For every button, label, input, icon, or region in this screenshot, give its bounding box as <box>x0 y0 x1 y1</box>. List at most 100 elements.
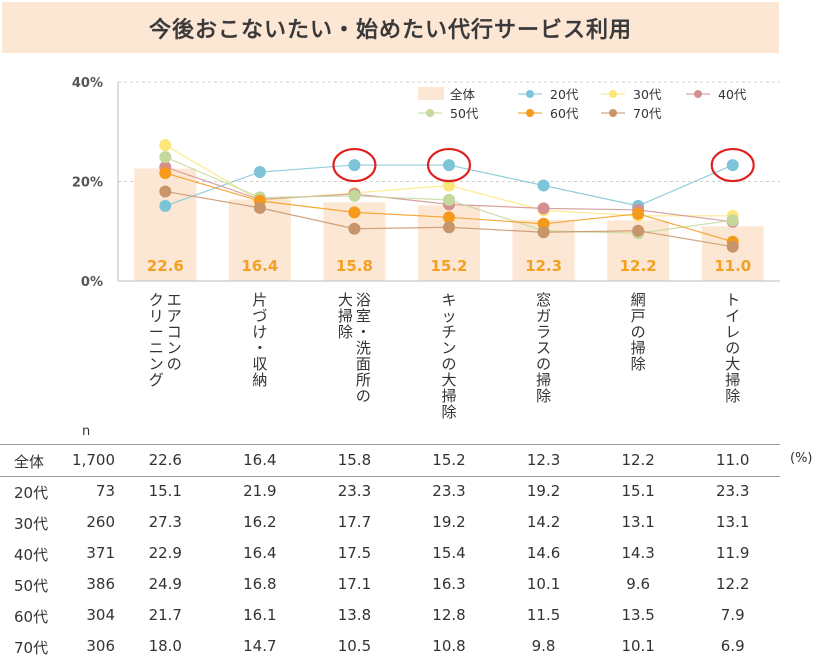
table-row: 全体 1,700 22.6 16.4 15.8 15.2 12.3 12.2 11.0 (%) <box>0 445 840 476</box>
table-divider <box>0 476 780 477</box>
table-cell: 14.6 <box>526 544 561 562</box>
table-cell: 18.0 <box>148 637 182 655</box>
n-header: n <box>82 424 91 439</box>
table-cell: 27.3 <box>148 513 182 531</box>
category-label-char: 除 <box>441 403 456 421</box>
category-label-char: 洗 <box>356 339 371 357</box>
category-label-char: エ <box>167 291 182 309</box>
category-label-char: ン <box>149 355 164 373</box>
category-label-char: ト <box>725 291 740 309</box>
category-label-char: グ <box>149 371 164 389</box>
legend-label: 70代 <box>633 106 662 121</box>
bar-value-label: 12.3 <box>525 257 562 275</box>
table-cell: 11.9 <box>716 544 750 562</box>
legend-label: 50代 <box>450 106 479 121</box>
category-label-char: 戸 <box>631 307 646 325</box>
data-point <box>348 222 361 235</box>
table-cell: 17.5 <box>337 544 372 562</box>
table-cell: 16.1 <box>243 606 277 624</box>
category-label-char: ・ <box>356 323 371 341</box>
table-cell: 10.8 <box>432 637 466 655</box>
table-cell: 10.1 <box>621 637 655 655</box>
row-n: 386 <box>86 575 115 593</box>
data-point <box>348 189 361 202</box>
row-label: 70代 <box>14 639 49 657</box>
table-cell: 15.8 <box>337 451 372 469</box>
table-cell: 23.3 <box>432 482 466 500</box>
table-cell: 15.1 <box>621 482 655 500</box>
table-cell: 6.9 <box>720 637 745 655</box>
series-points <box>159 139 739 253</box>
table-cell: 21.9 <box>243 482 277 500</box>
table-cell: 7.9 <box>720 606 745 624</box>
table-row: 20代 73 15.1 21.9 23.3 23.3 19.2 15.1 23.3 <box>0 476 840 507</box>
category-label-char: の <box>441 355 456 373</box>
table-cell: 19.2 <box>526 482 561 500</box>
category-label-char: 除 <box>631 355 646 373</box>
legend-swatch-dot <box>609 109 617 117</box>
data-point <box>632 224 645 237</box>
data-point <box>632 207 645 220</box>
row-n: 73 <box>95 482 115 500</box>
bar-value-label: 15.8 <box>336 257 373 275</box>
legend-label: 60代 <box>550 106 579 121</box>
legend-swatch-dot <box>609 90 617 98</box>
legend-label: 30代 <box>633 87 662 102</box>
legend-swatch-dot <box>694 90 702 98</box>
legend: 全体 20代 30代 40代 50代 60代 70代 <box>418 87 747 121</box>
table-cell: 16.4 <box>243 544 277 562</box>
highlight-circle <box>710 147 755 183</box>
data-point <box>537 217 550 230</box>
legend-swatch-dot <box>526 90 534 98</box>
legend-label: 全体 <box>450 87 476 102</box>
category-label-char: ク <box>149 291 164 309</box>
category-label-char: チ <box>441 323 456 341</box>
highlight-circle <box>426 147 472 183</box>
table-cell: 12.3 <box>526 451 561 469</box>
table-cell: 13.1 <box>716 513 750 531</box>
category-label-char: 大 <box>725 355 740 373</box>
category-label-char: ー <box>149 323 164 341</box>
table-divider <box>0 444 780 445</box>
category-label-char: の <box>631 323 646 341</box>
table-cell: 14.7 <box>243 637 277 655</box>
category-label-char: レ <box>725 323 740 341</box>
table-cell: 10.5 <box>337 637 372 655</box>
data-point <box>348 206 361 219</box>
legend-swatch-dot <box>526 109 534 117</box>
category-label-char: キ <box>441 291 456 309</box>
category-label-char: 面 <box>356 355 371 373</box>
data-point <box>537 226 550 239</box>
table-cell: 16.3 <box>432 575 466 593</box>
row-n: 371 <box>86 544 115 562</box>
data-point <box>253 166 266 179</box>
category-label-char: 掃 <box>338 307 353 325</box>
data-point <box>443 179 455 192</box>
category-label-char: の <box>167 355 182 373</box>
table-row: 50代 386 24.9 16.8 17.1 16.3 10.1 9.6 12.2 <box>0 569 840 600</box>
legend-swatch <box>418 87 444 100</box>
highlight-circles <box>332 147 755 183</box>
table-cell: 19.2 <box>432 513 466 531</box>
table-cell: 12.8 <box>432 606 466 624</box>
bar-value-label: 22.6 <box>147 257 184 275</box>
table-row: 40代 371 22.9 16.4 17.5 15.4 14.6 14.3 11.9 <box>0 538 840 569</box>
data-point <box>443 211 455 224</box>
category-label-char: の <box>536 355 551 373</box>
category-label-char: 納 <box>252 371 267 389</box>
data-point <box>159 167 172 180</box>
data-point <box>159 139 172 152</box>
category-label-char: 除 <box>536 387 551 405</box>
table-cell: 15.4 <box>432 544 466 562</box>
row-label: 60代 <box>14 608 49 626</box>
category-label-char: ア <box>167 307 182 325</box>
legend-label: 20代 <box>550 87 579 102</box>
category-label-char: 掃 <box>631 339 646 357</box>
table-cell: 9.8 <box>531 637 556 655</box>
category-label-char: け <box>252 323 267 341</box>
bar-value-label: 15.2 <box>430 257 467 275</box>
chart-title-banner: 今後おこないたい・始めたい代行サービス利用 <box>2 2 779 53</box>
unit-label: (%) <box>790 451 813 466</box>
highlight-circle <box>332 147 377 183</box>
bar-value-label: 16.4 <box>241 257 278 275</box>
